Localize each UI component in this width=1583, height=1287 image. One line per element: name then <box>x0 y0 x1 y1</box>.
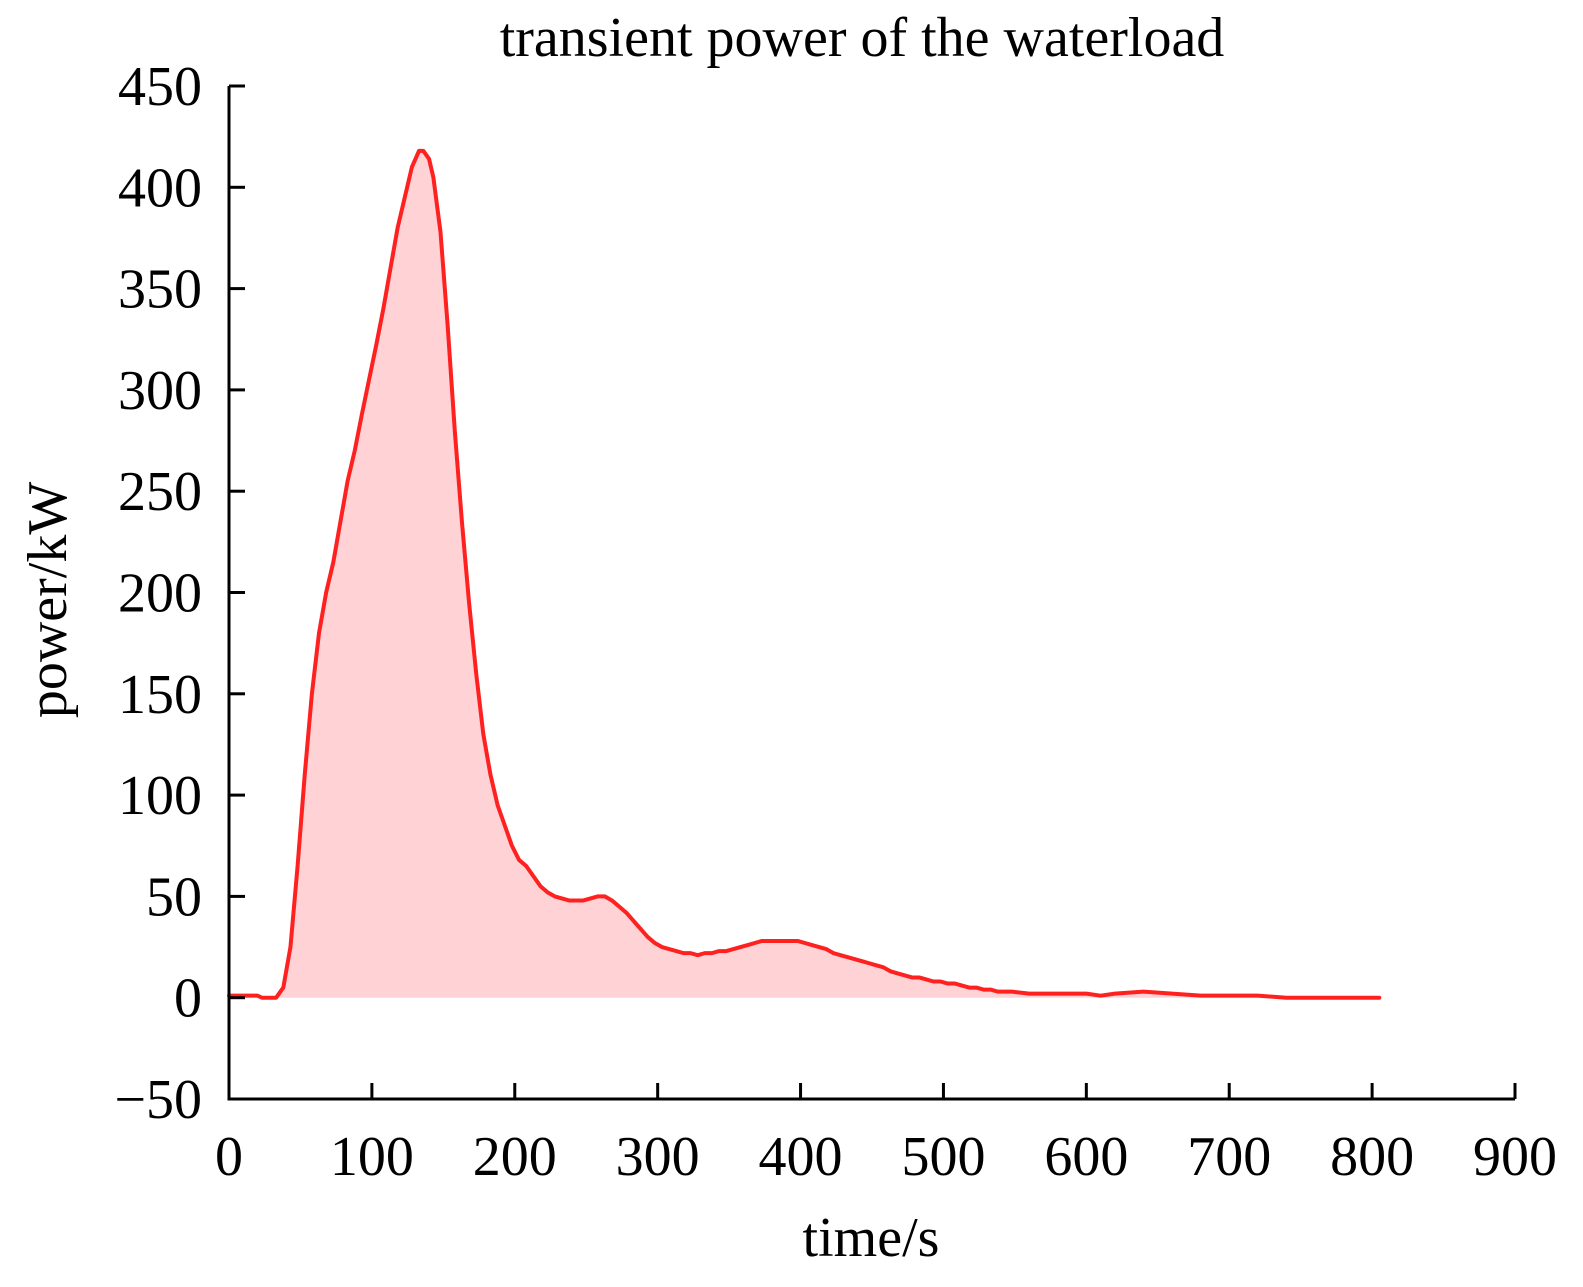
x-tick-label: 400 <box>759 1126 843 1188</box>
x-axis-label: time/s <box>803 1207 940 1269</box>
chart-title: transient power of the waterload <box>500 7 1225 69</box>
x-tick-label: 900 <box>1473 1126 1557 1188</box>
y-tick-label: 0 <box>174 968 202 1030</box>
series-line <box>227 148 1382 1000</box>
y-tick-label: 250 <box>118 461 202 523</box>
y-tick-label: −50 <box>114 1069 202 1131</box>
x-tick-label: 200 <box>473 1126 557 1188</box>
y-tick-label: 200 <box>118 563 202 625</box>
x-tick-label: 300 <box>616 1126 700 1188</box>
series-area-fill <box>229 150 1380 998</box>
y-tick-label: 350 <box>118 259 202 321</box>
y-tick-label: 300 <box>118 360 202 422</box>
y-tick-label: 150 <box>118 664 202 726</box>
y-axis-label: power/kW <box>17 482 79 719</box>
x-tick-label: 700 <box>1187 1126 1271 1188</box>
y-tick-label: 50 <box>146 866 202 928</box>
x-tick-label: 800 <box>1330 1126 1414 1188</box>
x-tick-label: 100 <box>330 1126 414 1188</box>
x-tick-label: 0 <box>215 1126 243 1188</box>
ticks: 0 100 200 300 400 500 600 700 800 900−50050100150… <box>114 56 1557 1188</box>
x-tick-label: 600 <box>1044 1126 1128 1188</box>
x-tick-label: 500 <box>901 1126 985 1188</box>
area-layer <box>227 148 1382 1000</box>
y-tick-label: 450 <box>118 56 202 118</box>
y-tick-label: 400 <box>118 157 202 219</box>
y-tick-label: 100 <box>118 765 202 827</box>
